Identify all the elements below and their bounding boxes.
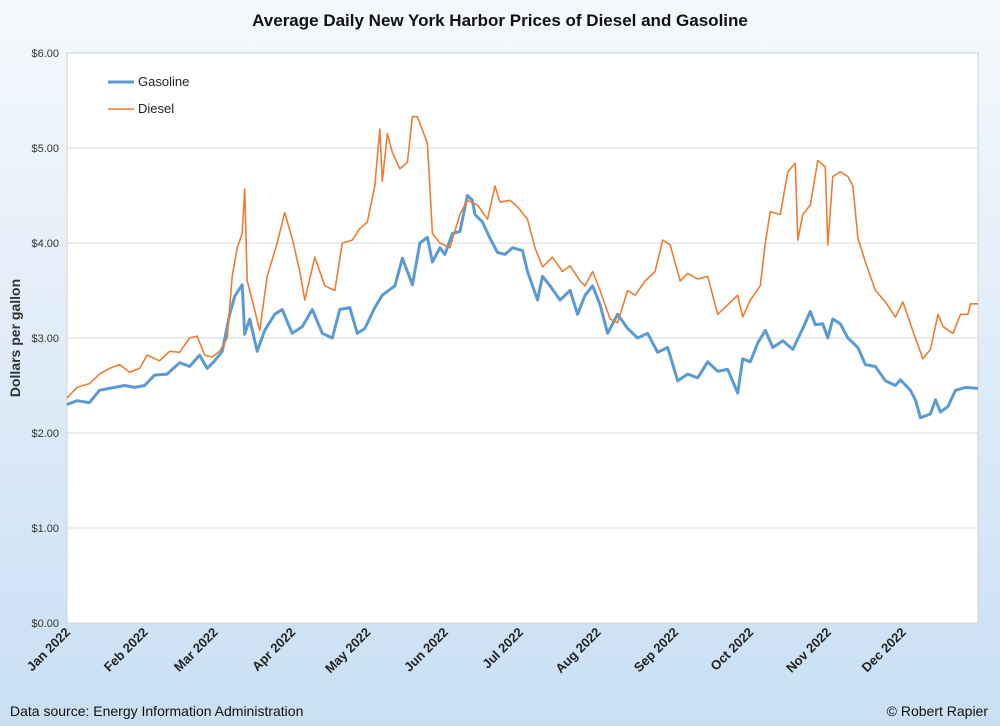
y-tick-label: $4.00 (31, 238, 59, 250)
x-axis: Jan 2022 Feb 2022 Mar 2022 Apr 2022 May 2022… (24, 625, 909, 676)
y-tick-label: $1.00 (31, 523, 59, 535)
series-line-diesel (66, 115, 978, 399)
x-tick-label: Jan 2022 (24, 625, 73, 674)
data-source-note: Data source: Energy Information Administ… (10, 703, 303, 719)
gridlines (67, 147, 978, 529)
x-tick-label: Apr 2022 (249, 625, 298, 674)
x-tick-label: Jul 2022 (479, 625, 526, 672)
legend-label-gasoline: Gasoline (138, 74, 189, 89)
y-tick-label: $3.00 (31, 333, 59, 345)
y-tick-label: $0.00 (31, 618, 59, 630)
x-tick-label: May 2022 (322, 625, 373, 676)
series-lines (66, 115, 979, 420)
x-tick-label: Feb 2022 (101, 625, 151, 675)
x-tick-label: Jun 2022 (401, 625, 451, 675)
y-tick-label: $5.00 (31, 143, 59, 155)
y-axis: $0.00 $1.00 $2.00 $3.00 $4.00 $5.00 $6.00 (31, 48, 59, 630)
legend-label-diesel: Diesel (138, 101, 174, 116)
x-tick-label: Nov 2022 (783, 625, 834, 676)
chart-title: Average Daily New York Harbor Prices of … (252, 11, 748, 30)
x-tick-label: Aug 2022 (552, 625, 603, 676)
x-tick-label: Dec 2022 (859, 625, 909, 675)
y-tick-label: $6.00 (31, 48, 59, 60)
x-tick-label: Oct 2022 (707, 625, 756, 674)
legend: Gasoline Diesel (108, 74, 189, 116)
y-tick-label: $2.00 (31, 428, 59, 440)
y-axis-label: Dollars per gallon (7, 279, 23, 397)
series-line-gasoline (66, 194, 979, 420)
copyright-credit: © Robert Rapier (887, 703, 989, 719)
x-tick-label: Sep 2022 (631, 625, 681, 675)
x-tick-label: Mar 2022 (171, 625, 221, 675)
